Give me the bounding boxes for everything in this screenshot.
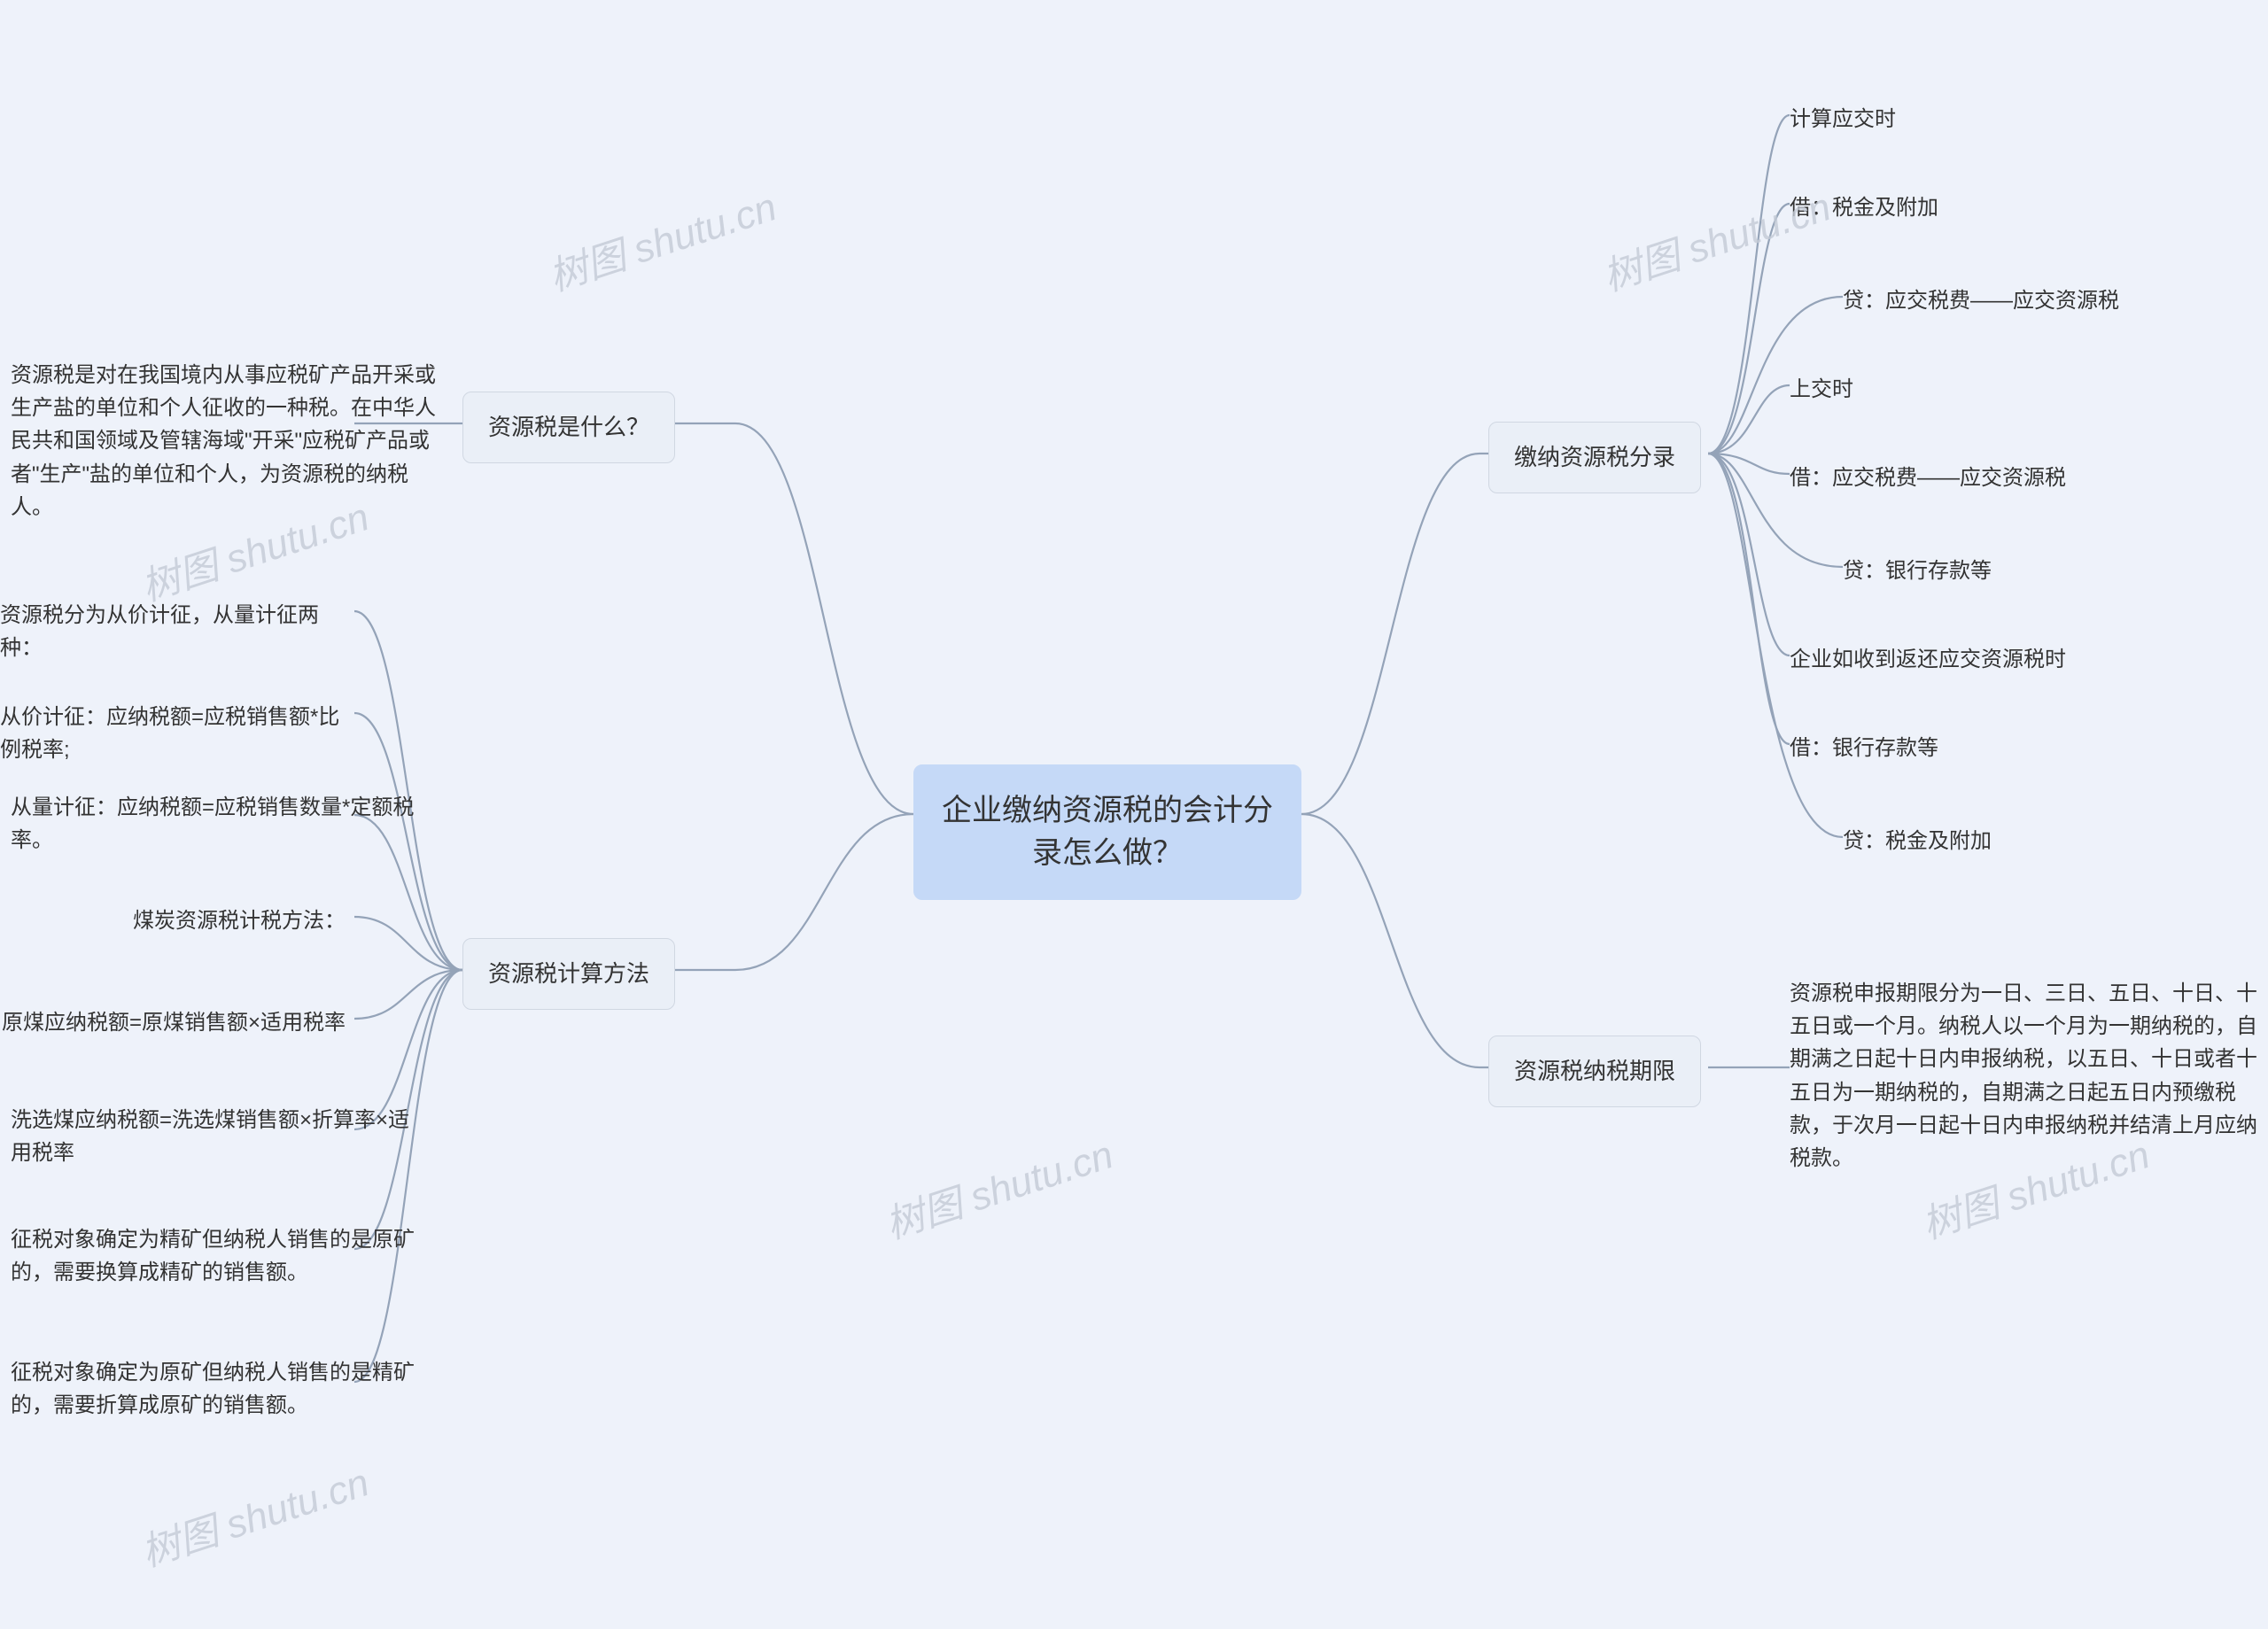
leaf-calc-4: 煤炭资源税计税方法：: [133, 904, 346, 937]
leaf-calc-8: 征税对象确定为原矿但纳税人销售的是精矿的，需要折算成原矿的销售额。: [11, 1356, 427, 1422]
watermark: 树图 shutu.cn: [877, 1123, 1119, 1250]
leaf-entry-1: 计算应交时: [1790, 103, 1896, 136]
left-branch-what-is[interactable]: 资源税是什么？: [462, 392, 675, 463]
mindmap-canvas: 企业缴纳资源税的会计分录怎么做？ 资源税是什么？ 资源税是对在我国境内从事应税矿…: [0, 0, 2268, 1629]
leaf-entry-4: 上交时: [1790, 373, 1853, 406]
leaf-entry-2: 借：税金及附加: [1790, 191, 1938, 224]
leaf-calc-6: 洗选煤应纳税额=洗选煤销售额×折算率×适用税率: [11, 1104, 427, 1169]
right-branch-entries[interactable]: 缴纳资源税分录: [1488, 422, 1701, 493]
leaf-entry-8: 借：银行存款等: [1790, 732, 1938, 764]
leaf-calc-5: 原煤应纳税额=原煤销售额×适用税率: [2, 1006, 346, 1039]
leaf-calc-1: 资源税分为从价计征，从量计征两种：: [0, 599, 346, 664]
watermark: 树图 shutu.cn: [133, 1451, 375, 1578]
leaf-entry-6: 贷：银行存款等: [1843, 555, 1992, 587]
leaf-calc-7: 征税对象确定为精矿但纳税人销售的是原矿的，需要换算成精矿的销售额。: [11, 1223, 427, 1289]
leaf-what-is-text: 资源税是对在我国境内从事应税矿产品开采或生产盐的单位和个人征收的一种税。在中华人…: [11, 359, 436, 524]
center-node[interactable]: 企业缴纳资源税的会计分录怎么做？: [913, 764, 1301, 900]
leaf-calc-2: 从价计征：应纳税额=应税销售额*比例税率;: [0, 701, 346, 766]
leaf-entry-7: 企业如收到返还应交资源税时: [1790, 643, 2066, 676]
leaf-entry-5: 借：应交税费——应交资源税: [1790, 462, 2066, 494]
leaf-calc-3: 从量计征：应纳税额=应税销售数量*定额税率。: [11, 791, 427, 857]
right-branch-deadline[interactable]: 资源税纳税期限: [1488, 1036, 1701, 1107]
leaf-entry-9: 贷：税金及附加: [1843, 825, 1992, 857]
leaf-deadline-text: 资源税申报期限分为一日、三日、五日、十日、十五日或一个月。纳税人以一个月为一期纳…: [1790, 977, 2259, 1175]
leaf-entry-3: 贷：应交税费——应交资源税: [1843, 284, 2119, 317]
watermark: 树图 shutu.cn: [540, 175, 782, 302]
left-branch-calc[interactable]: 资源税计算方法: [462, 938, 675, 1010]
